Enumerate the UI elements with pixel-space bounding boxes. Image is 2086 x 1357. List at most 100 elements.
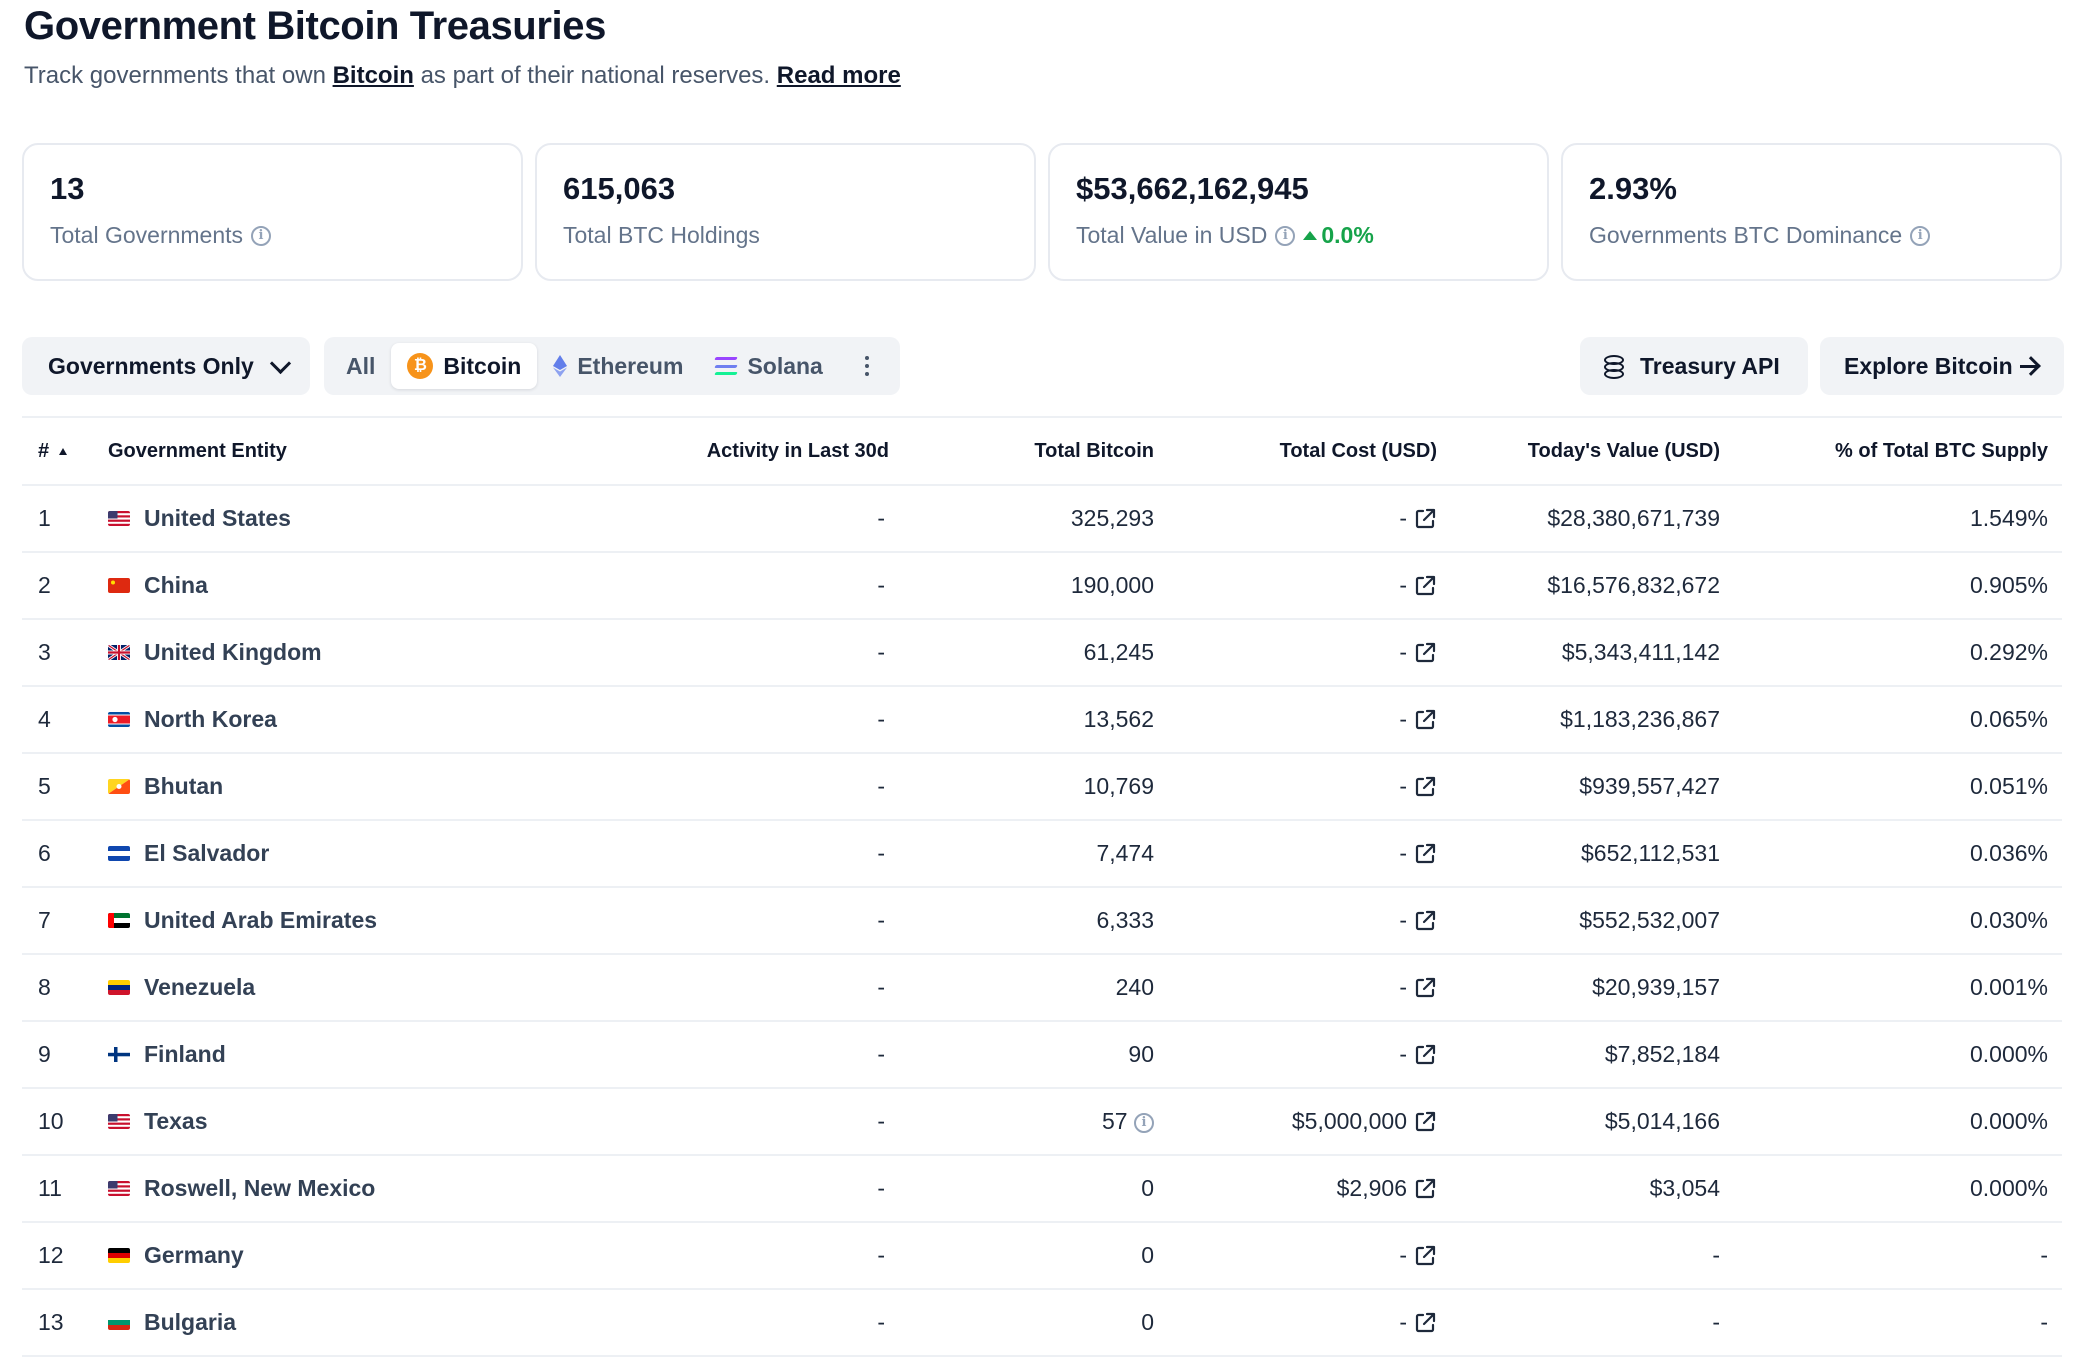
table-row[interactable]: 13 Bulgaria -0- - - — [22, 1289, 2062, 1357]
entity-name[interactable]: China — [144, 572, 208, 598]
explore-bitcoin-button[interactable]: Explore Bitcoin — [1820, 337, 2064, 395]
entity-cell[interactable]: El Salvador — [107, 820, 507, 888]
entity-name[interactable]: Roswell, New Mexico — [144, 1175, 376, 1201]
total-bitcoin-cell: 0 — [907, 1155, 1172, 1223]
total-cost-cell: - — [1172, 686, 1455, 754]
todays-value-cell: $28,380,671,739 — [1455, 485, 1738, 553]
table-row[interactable]: 11 Roswell, New Mexico - 0 $2,906 $3,054 0.000… — [22, 1155, 2062, 1223]
external-link-icon[interactable] — [1413, 842, 1437, 866]
toolbar: Governments Only All ₿ Bitcoin Ethereum — [22, 337, 2064, 395]
table-row[interactable]: 9 Finland - 90 - $7,852,184 0.000% — [22, 1021, 2062, 1089]
column-header-entity[interactable]: Government Entity — [107, 416, 507, 486]
entity-cell[interactable]: China — [107, 552, 507, 620]
total-cost-cell: - — [1172, 1222, 1455, 1290]
entity-cell[interactable]: North Korea — [107, 686, 507, 754]
entity-name[interactable]: Bhutan — [144, 773, 224, 799]
external-link-icon[interactable] — [1413, 1110, 1437, 1134]
entity-cell[interactable]: United States — [107, 485, 507, 553]
entity-cell[interactable]: Texas — [107, 1088, 507, 1156]
external-link-icon[interactable] — [1413, 507, 1437, 531]
column-header-rank[interactable]: # — [22, 416, 107, 486]
supply-percent-cell: 0.000% — [1738, 1021, 2062, 1089]
total-bitcoin-cell: 57 i — [907, 1088, 1172, 1156]
more-options-icon[interactable] — [853, 356, 881, 376]
info-icon[interactable]: i — [251, 225, 272, 246]
entity-filter-dropdown[interactable]: Governments Only — [22, 337, 310, 395]
segment-bitcoin[interactable]: ₿ Bitcoin — [391, 343, 538, 389]
entity-cell[interactable]: Bulgaria — [107, 1289, 507, 1357]
stat-label-row: Governments BTC Dominance i — [1589, 222, 2034, 249]
table-row[interactable]: 5 Bhutan - 10,769 - $939,557,427 0.051% — [22, 753, 2062, 821]
total-bitcoin-value: 6,333 — [1096, 907, 1154, 933]
info-icon[interactable]: i — [1134, 1112, 1154, 1133]
external-link-icon[interactable] — [1413, 1177, 1437, 1201]
external-link-icon[interactable] — [1413, 775, 1437, 799]
external-link-icon[interactable] — [1413, 976, 1437, 1000]
entity-cell[interactable]: Roswell, New Mexico — [107, 1155, 507, 1223]
table-row[interactable]: 3 United Kingdom - 61,245 - $5,343,411,142 0.2… — [22, 619, 2062, 687]
external-link-icon[interactable] — [1413, 1311, 1437, 1335]
total-cost-value: - — [1399, 840, 1407, 866]
column-header-todays-value[interactable]: Today's Value (USD) — [1455, 416, 1738, 486]
column-header-total-cost[interactable]: Total Cost (USD) — [1172, 416, 1455, 486]
total-cost-value: - — [1399, 974, 1407, 1000]
entity-cell[interactable]: United Kingdom — [107, 619, 507, 687]
info-icon[interactable]: i — [1910, 225, 1931, 246]
total-cost-cell: - — [1172, 887, 1455, 955]
table-row[interactable]: 7 United Arab Emirates - 6,333 - $552,532,007… — [22, 887, 2062, 955]
entity-name[interactable]: North Korea — [144, 706, 277, 732]
rank-cell: 13 — [22, 1289, 107, 1357]
read-more-link[interactable]: Read more — [776, 62, 901, 89]
supply-percent-cell: 0.292% — [1738, 619, 2062, 687]
entity-name[interactable]: Finland — [144, 1041, 226, 1067]
info-icon[interactable]: i — [1275, 225, 1296, 246]
entity-cell[interactable]: Finland — [107, 1021, 507, 1089]
entity-name[interactable]: Texas — [144, 1108, 208, 1134]
table-row[interactable]: 12 Germany -0- - - — [22, 1222, 2062, 1290]
external-link-icon[interactable] — [1413, 1244, 1437, 1268]
total-bitcoin-cell: 0 — [907, 1289, 1172, 1357]
column-header-supply-percent[interactable]: % of Total BTC Supply — [1738, 416, 2062, 486]
entity-name[interactable]: Venezuela — [144, 974, 256, 1000]
bitcoin-link[interactable]: Bitcoin — [332, 62, 414, 89]
supply-percent-cell: - — [1738, 1222, 2062, 1290]
segment-solana[interactable]: Solana — [699, 343, 838, 389]
activity-cell: - — [507, 1088, 907, 1156]
supply-percent-cell: - — [1738, 1289, 2062, 1357]
entity-name[interactable]: Bulgaria — [144, 1309, 237, 1335]
external-link-icon[interactable] — [1413, 1043, 1437, 1067]
table-row[interactable]: 1 United States - 325,293 - $28,380,671,739 1.… — [22, 485, 2062, 553]
entity-name[interactable]: Germany — [144, 1242, 244, 1268]
table-row[interactable]: 6 El Salvador - 7,474 - $652,112,531 0.036% — [22, 820, 2062, 888]
total-cost-value: - — [1399, 639, 1407, 665]
entity-cell[interactable]: Germany — [107, 1222, 507, 1290]
total-bitcoin-value: 61,245 — [1083, 639, 1154, 665]
entity-cell[interactable]: United Arab Emirates — [107, 887, 507, 955]
todays-value-cell: $552,532,007 — [1455, 887, 1738, 955]
table-row[interactable]: 10 Texas -57 i $5,000,000 $5,014,166 0.000% — [22, 1088, 2062, 1156]
external-link-icon[interactable] — [1413, 641, 1437, 665]
column-header-activity[interactable]: Activity in Last 30d — [507, 416, 907, 486]
treasury-api-button[interactable]: Treasury API — [1580, 337, 1808, 395]
entity-cell[interactable]: Bhutan — [107, 753, 507, 821]
entity-name[interactable]: El Salvador — [144, 840, 270, 866]
total-cost-value: - — [1399, 572, 1407, 598]
total-cost-value: - — [1399, 773, 1407, 799]
external-link-icon[interactable] — [1413, 574, 1437, 598]
entity-name[interactable]: United Kingdom — [144, 639, 322, 665]
header-label: # — [38, 439, 50, 462]
external-link-icon[interactable] — [1413, 909, 1437, 933]
external-link-icon[interactable] — [1413, 708, 1437, 732]
column-header-total-bitcoin[interactable]: Total Bitcoin — [907, 416, 1172, 486]
segment-all[interactable]: All — [330, 343, 391, 389]
segment-ethereum[interactable]: Ethereum — [537, 343, 699, 389]
stat-label-row: Total Governments i — [50, 222, 495, 249]
entity-name[interactable]: United States — [144, 505, 291, 531]
supply-percent-cell: 0.065% — [1738, 686, 2062, 754]
entity-name[interactable]: United Arab Emirates — [144, 907, 378, 933]
entity-cell[interactable]: Venezuela — [107, 954, 507, 1022]
table-row[interactable]: 2 China - 190,000 - $16,576,832,672 0.905% — [22, 552, 2062, 620]
value-change-badge: 0.0% — [1303, 222, 1374, 249]
table-row[interactable]: 8 Venezuela - 240 - $20,939,157 0.001% — [22, 954, 2062, 1022]
table-row[interactable]: 4 North Korea - 13,562 - $1,183,236,867 0.065% — [22, 686, 2062, 754]
